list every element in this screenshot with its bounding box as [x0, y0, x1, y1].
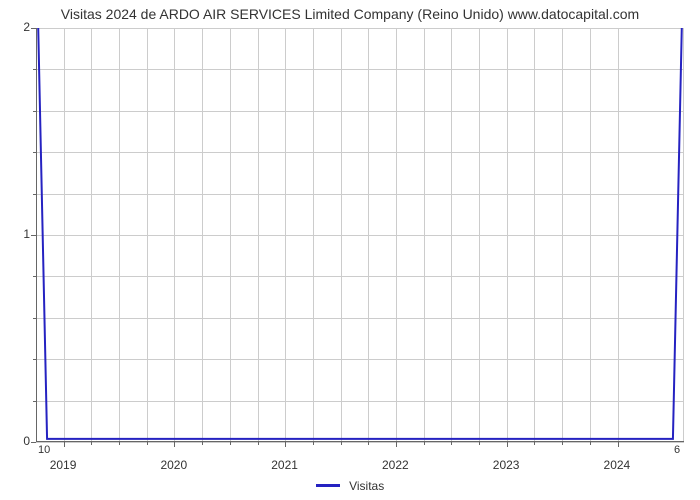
x-tick-label: 2024	[604, 458, 631, 472]
legend: Visitas	[0, 478, 700, 493]
chart-container: { "chart": { "type": "line", "title": "V…	[0, 0, 700, 500]
x-tick-label: 2020	[160, 458, 187, 472]
x-tick-label: 2022	[382, 458, 409, 472]
legend-swatch	[316, 484, 340, 487]
legend-label: Visitas	[349, 479, 384, 493]
x-tick-label: 2021	[271, 458, 298, 472]
x-tick-label: 2023	[493, 458, 520, 472]
corner-label-bottom-right: 6	[674, 444, 680, 456]
x-tick-label: 2019	[50, 458, 77, 472]
series-line	[0, 0, 686, 444]
corner-label-bottom-left: 10	[38, 444, 50, 456]
